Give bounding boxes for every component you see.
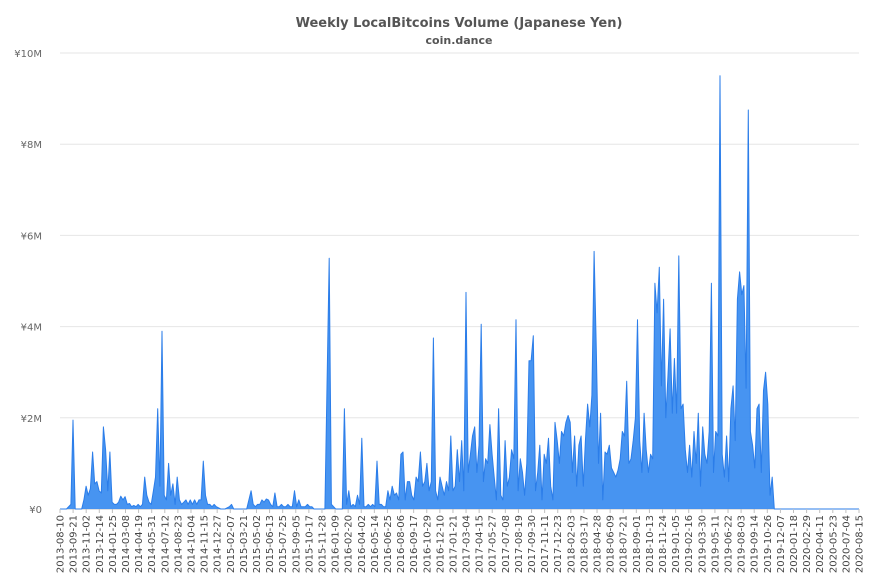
x-tick-label: 2018-06-09 <box>606 515 617 573</box>
y-tick-label: ¥6M <box>21 231 42 242</box>
x-tick-label: 2019-08-03 <box>737 515 748 573</box>
chart-title: Weekly LocalBitcoins Volume (Japanese Ye… <box>296 16 623 31</box>
x-tick-label: 2018-07-21 <box>619 515 630 573</box>
series-area-fill <box>60 75 859 510</box>
x-tick-label: 2016-06-25 <box>383 515 394 573</box>
series-line <box>60 75 859 510</box>
x-tick-label: 2013-12-14 <box>95 515 106 573</box>
x-tick-label: 2019-05-11 <box>710 515 721 573</box>
x-tick-label: 2018-10-13 <box>645 515 656 573</box>
x-tick-label: 2019-02-16 <box>684 515 695 573</box>
x-tick-label: 2015-06-13 <box>265 515 276 573</box>
x-tick-label: 2014-01-25 <box>108 515 119 573</box>
x-tick-label: 2020-07-04 <box>841 515 852 573</box>
x-tick-label: 2017-08-19 <box>514 515 525 573</box>
x-tick-label: 2019-06-22 <box>724 515 735 573</box>
x-tick-label: 2016-01-09 <box>331 515 342 573</box>
x-tick-label: 2017-12-23 <box>553 515 564 573</box>
x-tick-label: 2014-07-12 <box>160 515 171 573</box>
x-tick-label: 2017-05-27 <box>488 515 499 573</box>
x-tick-label: 2017-01-21 <box>448 515 459 573</box>
x-tick-label: 2014-12-27 <box>213 515 224 573</box>
x-tick-label: 2020-04-11 <box>815 515 826 573</box>
x-tick-label: 2016-04-02 <box>357 515 368 573</box>
x-tick-label: 2019-10-26 <box>763 515 774 573</box>
x-tick-label: 2018-04-28 <box>593 515 604 573</box>
x-tick-label: 2020-05-23 <box>828 515 839 573</box>
y-tick-label: ¥0 <box>29 505 42 516</box>
x-tick-label: 2020-08-15 <box>855 515 866 573</box>
x-tick-label: 2018-11-24 <box>658 515 669 573</box>
x-tick-label: 2014-10-04 <box>186 515 197 573</box>
x-tick-label: 2015-07-25 <box>278 515 289 573</box>
x-tick-label: 2016-09-17 <box>409 515 420 573</box>
x-tick-label: 2015-05-02 <box>252 515 263 573</box>
x-tick-label: 2014-08-23 <box>173 515 184 573</box>
x-tick-label: 2014-04-19 <box>134 515 145 573</box>
x-tick-label: 2015-09-05 <box>291 515 302 573</box>
y-tick-label: ¥2M <box>21 414 42 425</box>
x-tick-label: 2019-12-07 <box>776 515 787 573</box>
y-tick-label: ¥10M <box>14 49 42 60</box>
x-axis-ticks: 2013-08-10 2013-09-21 2013-11-02 2013-12-14… <box>56 509 866 573</box>
x-tick-label: 2018-03-17 <box>579 515 590 573</box>
y-axis-ticks: ¥0 ¥2M ¥4M ¥6M ¥8M ¥10M <box>14 49 42 516</box>
series-area <box>60 75 859 510</box>
x-tick-label: 2016-10-29 <box>422 515 433 573</box>
y-tick-label: ¥8M <box>21 140 42 151</box>
y-tick-label: ¥4M <box>21 323 42 334</box>
chart-subtitle: coin.dance <box>426 34 493 47</box>
x-tick-label: 2014-05-31 <box>147 515 158 573</box>
x-tick-label: 2018-02-03 <box>566 515 577 573</box>
x-tick-label: 2019-09-14 <box>750 515 761 573</box>
x-tick-label: 2017-07-08 <box>501 515 512 573</box>
x-tick-label: 2014-11-15 <box>200 515 211 573</box>
x-tick-label: 2013-09-21 <box>69 515 80 573</box>
x-tick-label: 2017-04-15 <box>475 515 486 573</box>
x-tick-label: 2019-03-30 <box>697 515 708 573</box>
x-tick-label: 2013-08-10 <box>56 515 67 573</box>
x-tick-label: 2018-09-01 <box>632 515 643 573</box>
x-tick-label: 2013-11-02 <box>82 515 93 573</box>
x-tick-label: 2020-01-18 <box>789 515 800 573</box>
x-tick-label: 2019-01-05 <box>671 515 682 573</box>
x-tick-label: 2017-09-30 <box>527 515 538 573</box>
x-tick-label: 2020-02-29 <box>802 515 813 573</box>
x-tick-label: 2015-11-28 <box>317 515 328 573</box>
x-tick-label: 2016-02-20 <box>344 515 355 573</box>
x-tick-label: 2017-03-04 <box>462 515 473 573</box>
x-tick-label: 2016-05-14 <box>370 515 381 573</box>
x-tick-label: 2016-12-10 <box>435 515 446 573</box>
x-tick-label: 2015-02-07 <box>226 515 237 573</box>
x-tick-label: 2015-03-21 <box>239 515 250 573</box>
x-tick-label: 2016-08-06 <box>396 515 407 573</box>
x-tick-label: 2014-03-08 <box>121 515 132 573</box>
x-tick-label: 2017-11-11 <box>540 515 551 573</box>
x-tick-label: 2015-10-17 <box>304 515 315 573</box>
